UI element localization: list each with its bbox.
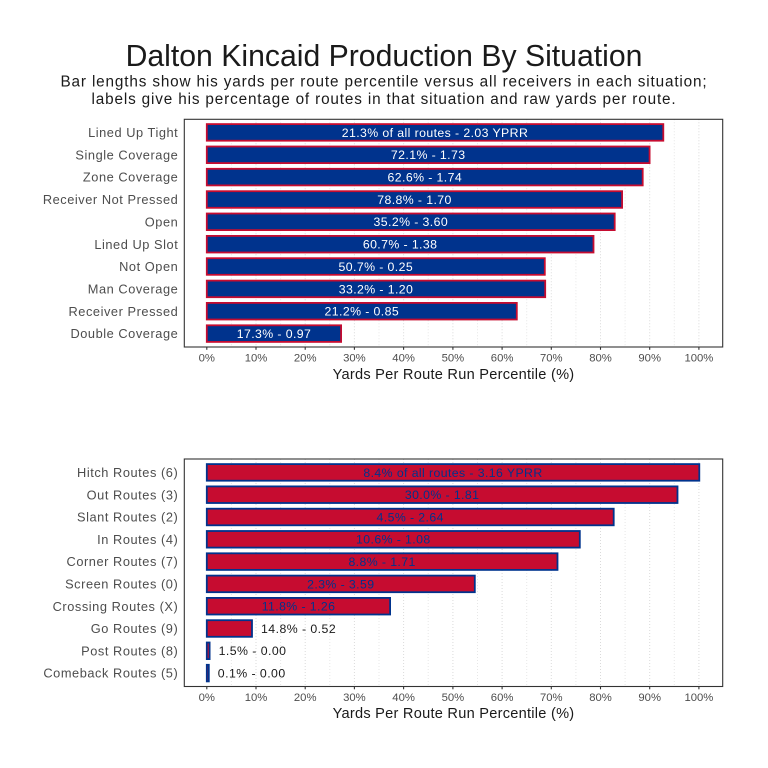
svg-text:21.2% - 0.85: 21.2% - 0.85	[325, 305, 400, 319]
svg-text:Go Routes (9): Go Routes (9)	[91, 621, 179, 636]
svg-text:In Routes (4): In Routes (4)	[97, 532, 178, 547]
svg-text:21.3% of all routes - 2.03 YPR: 21.3% of all routes - 2.03 YPRR	[342, 126, 528, 140]
svg-text:20%: 20%	[294, 352, 317, 364]
svg-text:Bar lengths show his yards per: Bar lengths show his yards per route per…	[60, 73, 707, 90]
svg-text:30.0% - 1.81: 30.0% - 1.81	[405, 488, 480, 502]
svg-text:30%: 30%	[343, 352, 366, 364]
svg-text:Receiver Not Pressed: Receiver Not Pressed	[43, 192, 178, 207]
svg-text:10%: 10%	[245, 692, 268, 704]
svg-text:40%: 40%	[392, 352, 415, 364]
svg-text:Out Routes (3): Out Routes (3)	[87, 487, 179, 502]
svg-text:labels give his percentage of: labels give his percentage of routes in …	[92, 91, 677, 108]
svg-text:Not Open: Not Open	[119, 259, 178, 274]
svg-text:Slant Routes (2): Slant Routes (2)	[77, 510, 178, 525]
svg-text:20%: 20%	[294, 692, 317, 704]
svg-text:Man Coverage: Man Coverage	[88, 282, 179, 297]
svg-text:35.2% - 3.60: 35.2% - 3.60	[374, 215, 449, 229]
svg-text:60%: 60%	[491, 692, 514, 704]
svg-text:4.5% - 2.64: 4.5% - 2.64	[377, 510, 444, 524]
svg-text:80%: 80%	[589, 352, 612, 364]
svg-text:90%: 90%	[638, 352, 661, 364]
svg-text:Yards Per Route Run Percentile: Yards Per Route Run Percentile (%)	[333, 367, 575, 383]
svg-text:50%: 50%	[442, 352, 465, 364]
svg-text:78.8% - 1.70: 78.8% - 1.70	[377, 193, 452, 207]
svg-text:Open: Open	[145, 214, 179, 229]
svg-text:62.6% - 1.74: 62.6% - 1.74	[388, 171, 463, 185]
svg-text:Dalton Kincaid Production By S: Dalton Kincaid Production By Situation	[126, 40, 643, 73]
svg-text:100%: 100%	[684, 692, 713, 704]
svg-text:0%: 0%	[199, 692, 215, 704]
svg-text:Single Coverage: Single Coverage	[75, 147, 178, 162]
svg-text:8.4% of all routes - 3.16 YPRR: 8.4% of all routes - 3.16 YPRR	[363, 466, 542, 480]
svg-text:33.2% - 1.20: 33.2% - 1.20	[339, 282, 414, 296]
svg-text:8.8% - 1.71: 8.8% - 1.71	[348, 555, 415, 569]
svg-text:90%: 90%	[638, 692, 661, 704]
svg-text:80%: 80%	[589, 692, 612, 704]
svg-text:Post Routes (8): Post Routes (8)	[81, 643, 178, 658]
svg-text:72.1% - 1.73: 72.1% - 1.73	[391, 148, 466, 162]
svg-text:Receiver Pressed: Receiver Pressed	[69, 304, 179, 319]
svg-text:14.8% - 0.52: 14.8% - 0.52	[261, 622, 336, 636]
svg-text:0.1% - 0.00: 0.1% - 0.00	[218, 667, 286, 681]
svg-text:2.3% - 3.59: 2.3% - 3.59	[307, 577, 374, 591]
svg-text:11.8% - 1.26: 11.8% - 1.26	[262, 600, 336, 614]
svg-text:Screen Routes (0): Screen Routes (0)	[65, 577, 178, 592]
svg-text:50.7% - 0.25: 50.7% - 0.25	[339, 260, 414, 274]
svg-text:70%: 70%	[540, 352, 563, 364]
svg-text:100%: 100%	[684, 352, 713, 364]
svg-text:1.5% - 0.00: 1.5% - 0.00	[219, 644, 287, 658]
svg-text:Lined Up Tight: Lined Up Tight	[88, 125, 178, 140]
svg-text:70%: 70%	[540, 692, 563, 704]
svg-text:Lined Up Slot: Lined Up Slot	[94, 237, 178, 252]
svg-text:60.7% - 1.38: 60.7% - 1.38	[363, 238, 438, 252]
svg-text:Zone Coverage: Zone Coverage	[83, 170, 178, 185]
svg-text:50%: 50%	[442, 692, 465, 704]
svg-text:40%: 40%	[392, 692, 415, 704]
svg-text:Yards Per Route Run Percentile: Yards Per Route Run Percentile (%)	[333, 706, 575, 722]
svg-text:Crossing Routes (X): Crossing Routes (X)	[53, 599, 179, 614]
svg-text:17.3% - 0.97: 17.3% - 0.97	[237, 327, 312, 341]
svg-text:10%: 10%	[245, 352, 268, 364]
svg-text:60%: 60%	[491, 352, 514, 364]
svg-text:Double Coverage: Double Coverage	[70, 326, 178, 341]
svg-text:0%: 0%	[199, 352, 215, 364]
svg-text:Hitch Routes (6): Hitch Routes (6)	[77, 465, 178, 480]
svg-text:30%: 30%	[343, 692, 366, 704]
svg-text:10.6% - 1.08: 10.6% - 1.08	[356, 533, 431, 547]
svg-text:Comeback Routes (5): Comeback Routes (5)	[43, 666, 178, 681]
svg-text:Corner Routes (7): Corner Routes (7)	[67, 554, 179, 569]
